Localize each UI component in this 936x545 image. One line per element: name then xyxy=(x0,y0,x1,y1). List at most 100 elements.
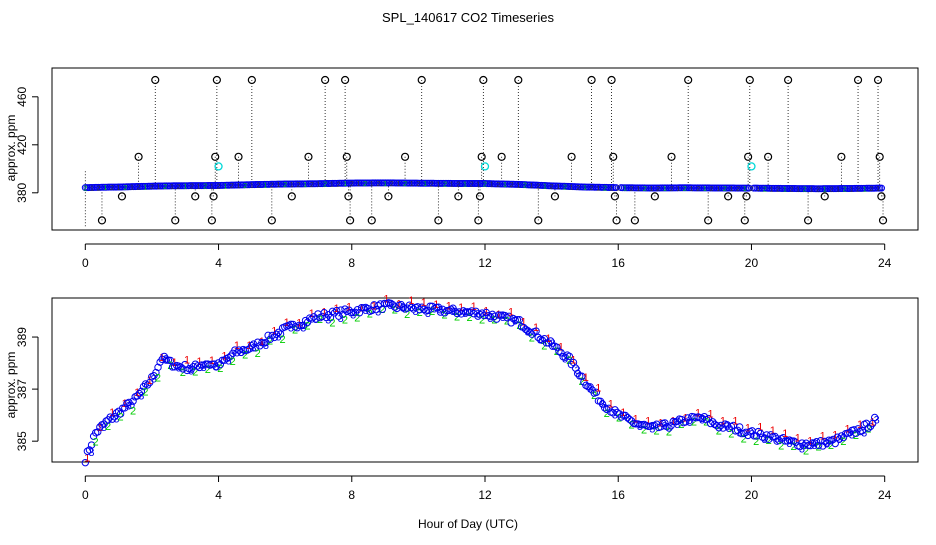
main-series-marker: 1 xyxy=(343,181,347,188)
top-y-tick-label: 380 xyxy=(15,182,29,202)
bottom-series-label-1: 1 xyxy=(358,303,364,315)
outlier-point xyxy=(764,152,773,161)
main-series-marker: 1 xyxy=(170,184,174,191)
outlier-point xyxy=(479,75,488,85)
flagged-point xyxy=(480,162,490,171)
main-series-marker: 2 xyxy=(523,183,527,190)
bottom-series-label-2: 2 xyxy=(579,376,585,388)
bottom-series-label-1: 1 xyxy=(570,355,576,367)
main-series-marker: 1 xyxy=(330,181,334,188)
bottom-panel: 0 4 8 12 16 20 2438538738913213213213213213213… xyxy=(15,293,919,502)
main-series-marker: 2 xyxy=(496,182,500,189)
bottom-series-point xyxy=(272,330,281,338)
bottom-series-label-1: 1 xyxy=(558,341,564,353)
bottom-series-point xyxy=(129,397,137,405)
bottom-series-label-1: 1 xyxy=(234,340,240,352)
main-series-marker: 2 xyxy=(416,181,420,188)
bottom-series-point xyxy=(94,428,102,436)
main-series-marker: 2 xyxy=(163,184,167,191)
bottom-series-point xyxy=(347,308,355,317)
main-series-marker: 1 xyxy=(663,186,667,193)
main-series-marker: 1 xyxy=(463,181,467,188)
main-series-marker: 2 xyxy=(283,182,287,189)
bottom-series-point xyxy=(613,408,621,417)
bottom-series-point xyxy=(663,422,671,431)
bottom-series-point xyxy=(405,301,414,309)
x-axis-label: Hour of Day (UTC) xyxy=(418,517,518,531)
main-series-marker: 2 xyxy=(150,184,154,191)
bottom-series-point xyxy=(787,437,796,445)
bottom-series-label-1: 1 xyxy=(508,306,514,318)
bottom-series-label-2: 2 xyxy=(653,425,659,437)
main-series-marker: 2 xyxy=(470,182,474,189)
main-series-marker: 1 xyxy=(423,181,427,188)
top-x-tick-label: 4 xyxy=(215,256,222,270)
main-series-marker: 1 xyxy=(796,187,800,194)
bottom-series-point xyxy=(143,381,152,389)
bottom-series-point xyxy=(555,347,563,355)
bottom-series-label-1: 1 xyxy=(408,295,414,307)
outlier-point xyxy=(474,216,483,225)
main-series-marker: 1 xyxy=(596,185,600,192)
outlier-point xyxy=(609,152,618,161)
main-series-marker: 1 xyxy=(809,187,813,194)
outlier-point xyxy=(171,216,180,225)
bottom-series-label-2: 2 xyxy=(778,441,784,453)
outlier-point xyxy=(400,152,410,161)
main-series-marker: 2 xyxy=(869,186,873,193)
bottom-series-point xyxy=(771,432,779,441)
bottom-series-label-3: 3 xyxy=(151,374,157,386)
bottom-series-label-1: 1 xyxy=(595,382,601,394)
main-series-marker: 1 xyxy=(90,185,94,192)
bottom-series-label-1: 1 xyxy=(196,356,202,368)
bottom-series-point xyxy=(308,315,316,323)
bottom-series-point xyxy=(665,424,673,432)
bottom-series-label-1: 1 xyxy=(757,422,763,434)
bottom-series-label-3: 3 xyxy=(188,366,194,378)
bottom-series-label-3: 3 xyxy=(761,434,767,446)
bottom-series-label-3: 3 xyxy=(574,365,580,377)
outlier-point xyxy=(134,152,143,161)
main-series-marker: 1 xyxy=(197,184,201,191)
outlier-point xyxy=(610,192,620,201)
main-series-marker: 2 xyxy=(550,184,554,191)
bottom-series-label-2: 2 xyxy=(666,427,672,439)
outlier-point xyxy=(321,75,330,85)
main-series-marker: 2 xyxy=(390,181,394,188)
bottom-series-label-2: 2 xyxy=(741,434,747,446)
bottom-series-point xyxy=(561,353,569,361)
main-series-marker: 2 xyxy=(376,181,380,188)
main-series-marker: 1 xyxy=(303,182,307,189)
main-series-marker: 1 xyxy=(117,185,121,192)
bottom-series-label-1: 1 xyxy=(259,336,265,348)
bottom-series-label-2: 2 xyxy=(566,355,572,367)
bottom-series-point xyxy=(216,360,225,369)
bottom-series-point xyxy=(212,363,220,371)
outlier-point xyxy=(191,192,200,201)
main-series-marker: 1 xyxy=(716,186,720,193)
bottom-series-label-2: 2 xyxy=(691,417,697,429)
outlier-point xyxy=(234,152,243,161)
bottom-series-label-3: 3 xyxy=(525,326,531,338)
bottom-series-label-3: 3 xyxy=(450,306,456,318)
outlier-point xyxy=(607,75,616,85)
main-series-marker: 1 xyxy=(730,186,734,193)
top-x-tick-label: 24 xyxy=(878,256,892,270)
outlier-point xyxy=(212,75,221,85)
main-series-marker: 1 xyxy=(210,184,214,191)
bottom-series-label-1: 1 xyxy=(496,309,502,321)
bottom-series-label-1: 1 xyxy=(421,297,427,309)
bottom-series-label-3: 3 xyxy=(861,428,867,440)
outlier-point xyxy=(873,75,883,85)
bottom-series-point xyxy=(765,435,773,444)
top-x-tick-label: 20 xyxy=(745,256,759,270)
bottom-series-point xyxy=(187,365,195,373)
bottom-series-point xyxy=(430,305,439,313)
main-series-marker: 2 xyxy=(616,186,620,193)
bottom-series-point xyxy=(864,424,873,432)
bottom-series-label-2: 2 xyxy=(803,446,809,458)
outlier-point xyxy=(267,216,276,225)
bottom-series-point xyxy=(127,401,135,410)
outlier-point xyxy=(247,75,256,85)
